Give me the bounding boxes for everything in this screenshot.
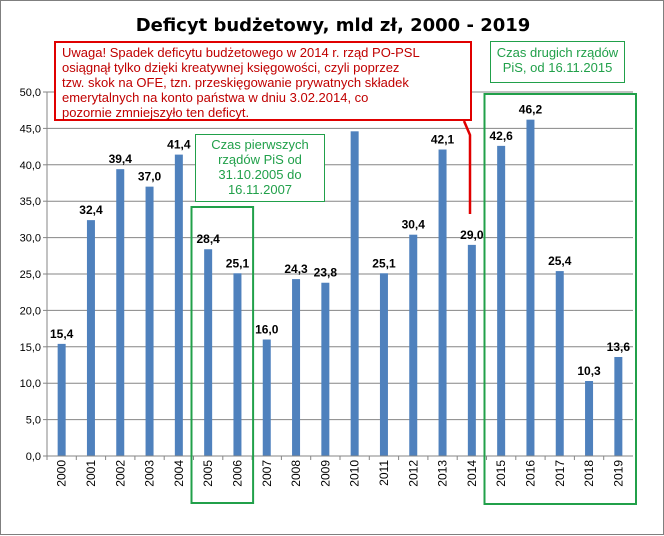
- pis-first-line: Czas pierwszych: [211, 137, 309, 152]
- x-tick-label: 2007: [260, 460, 274, 487]
- bar-2013: [438, 149, 447, 456]
- data-label-2017: 25,4: [548, 254, 572, 268]
- y-tick-label: 15,0: [20, 342, 41, 354]
- y-tick-label: 40,0: [20, 160, 41, 172]
- y-tick-label: 25,0: [20, 269, 41, 281]
- data-label-2018: 10,3: [577, 364, 601, 378]
- bar-2008: [292, 279, 301, 456]
- bars: [57, 119, 623, 456]
- gridlines: [47, 91, 633, 457]
- data-label-2003: 37,0: [138, 170, 162, 184]
- pis-second-term-annotation: Czas drugich rządów PiS, od 16.11.2015: [490, 41, 625, 83]
- axes: 0,0 5,0 10,0 15,0 20,0 25,0 30,0 35,0 40,0 45,0 50…: [20, 87, 633, 487]
- bar-2018: [585, 381, 594, 456]
- chart-title: Deficyt budżetowy, mld zł, 2000 - 2019: [136, 15, 531, 36]
- x-tick-label: 2005: [201, 460, 215, 487]
- bar-2019: [614, 356, 623, 456]
- bar-2007: [262, 339, 271, 456]
- y-tick-label: 30,0: [20, 233, 41, 245]
- x-tick-label: 2001: [84, 460, 98, 487]
- bar-2003: [145, 186, 154, 456]
- x-tick-label: 2009: [318, 460, 332, 487]
- pis-first-term-annotation: Czas pierwszych rządów PiS od 31.10.2005…: [195, 134, 325, 202]
- pis-first-line: rządów PiS od: [218, 152, 302, 167]
- x-tick-label: 2002: [113, 460, 127, 487]
- data-label-2009: 23,8: [314, 266, 338, 280]
- highlight-boxes: [190, 93, 637, 505]
- bar-2000: [57, 343, 66, 456]
- data-label-2014: 29,0: [460, 228, 484, 242]
- note-line: emerytalnych na konto państwa w dniu 3.0…: [62, 90, 369, 105]
- pis-first-line: 31.10.2005 do: [218, 167, 302, 182]
- pis-second-line: PiS, od 16.11.2015: [502, 60, 613, 75]
- y-tick-label: 35,0: [20, 196, 41, 208]
- bar-2005: [204, 249, 213, 456]
- x-tick-label: 2018: [582, 460, 596, 487]
- data-label-2012: 30,4: [402, 218, 426, 232]
- y-tick-label: 5,0: [26, 415, 41, 427]
- bar-2002: [116, 169, 125, 456]
- pis-first-term-highlight: [190, 206, 255, 504]
- x-tick-label: 2014: [465, 460, 479, 487]
- bar-2006: [233, 273, 242, 456]
- data-label-2013: 42,1: [431, 133, 455, 147]
- note-annotation-box: Uwaga! Spadek deficytu budżetowego w 201…: [54, 41, 472, 121]
- note-line: osiągnął tylko dzięki kreatywnej księgow…: [62, 60, 400, 75]
- data-label-2001: 32,4: [79, 203, 103, 217]
- pis-first-line: 16.11.2007: [227, 182, 293, 197]
- data-label-2005: 28,4: [196, 232, 220, 246]
- bar-2012: [409, 234, 418, 456]
- note-line: Uwaga! Spadek deficytu budżetowego w 201…: [62, 45, 420, 60]
- x-tick-label: 2016: [523, 460, 537, 487]
- x-tick-label: 2010: [348, 460, 362, 487]
- data-label-2016: 46,2: [519, 103, 543, 117]
- bar-2004: [174, 154, 183, 456]
- x-tick-label: 2000: [55, 460, 69, 487]
- x-tick-label: 2008: [289, 460, 303, 487]
- x-tick-label: 2011: [377, 460, 391, 486]
- data-label-2019: 13,6: [607, 340, 631, 354]
- data-label-2007: 16,0: [255, 323, 279, 337]
- x-tick-label: 2004: [172, 460, 186, 487]
- pis-second-line: Czas drugich rządów: [496, 45, 619, 60]
- x-tick-label: 2006: [230, 460, 244, 487]
- bar-2001: [86, 220, 95, 456]
- bar-2010: [350, 131, 359, 456]
- x-tick-label: 2015: [494, 460, 508, 487]
- x-tick-label: 2013: [436, 460, 450, 487]
- y-tick-label: 50,0: [20, 87, 41, 99]
- x-tick-label: 2019: [611, 460, 625, 487]
- data-labels: 15,4 32,4 39,4 37,0 41,4 28,4 25,1 16,0 24,3 23,8…: [50, 103, 630, 378]
- y-tick-label: 20,0: [20, 305, 41, 317]
- x-tick-label: 2003: [143, 460, 157, 487]
- data-label-2008: 24,3: [284, 262, 308, 276]
- y-tick-label: 45,0: [20, 123, 41, 135]
- bar-2016: [526, 119, 535, 456]
- pis-second-term-highlight: [483, 93, 637, 505]
- note-line: tzw. skok na OFE, tzn. przeskięgowanie p…: [62, 75, 409, 90]
- note-line: pozornie zmniejszyło ten deficyt.: [62, 105, 250, 120]
- y-tick-label: 10,0: [20, 378, 41, 390]
- data-label-2004: 41,4: [167, 138, 191, 152]
- bar-2015: [497, 145, 506, 456]
- data-label-2006: 25,1: [226, 256, 250, 270]
- bar-2017: [555, 271, 564, 456]
- note-arrow: [462, 120, 472, 214]
- y-tick-label: 0,0: [26, 451, 41, 463]
- data-label-2015: 42,6: [489, 129, 513, 143]
- data-label-2000: 15,4: [50, 327, 74, 341]
- bar-2014: [467, 244, 476, 456]
- bar-2011: [379, 273, 388, 456]
- bar-2009: [321, 282, 330, 456]
- data-label-2002: 39,4: [109, 152, 133, 166]
- data-label-2011: 25,1: [372, 256, 396, 270]
- x-tick-label: 2012: [406, 460, 420, 487]
- x-tick-label: 2017: [553, 460, 567, 487]
